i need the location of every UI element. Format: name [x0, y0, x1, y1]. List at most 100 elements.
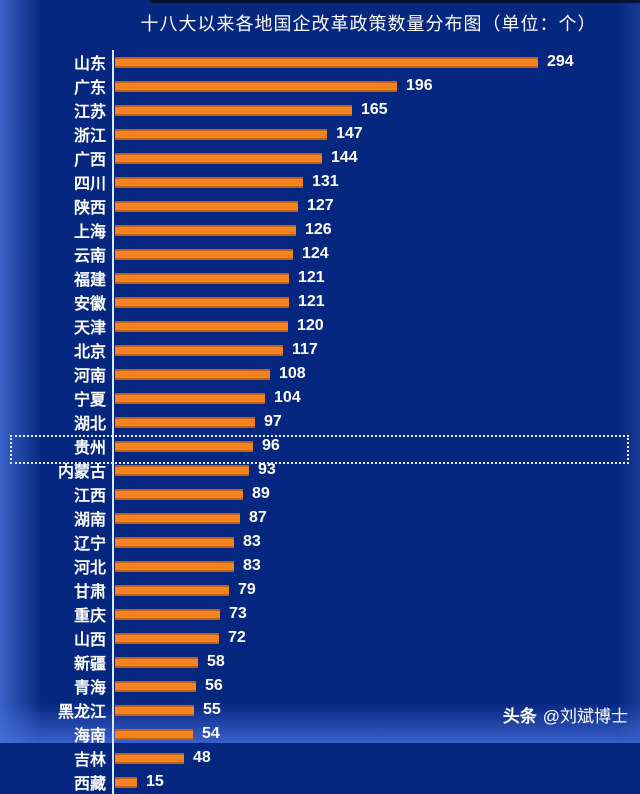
chart-row: 吉林 48	[0, 746, 640, 770]
bar	[115, 512, 240, 524]
value-label: 131	[312, 173, 339, 190]
bar	[115, 176, 303, 188]
category-label: 辽宁	[73, 536, 106, 553]
bar-track: 96	[112, 434, 640, 458]
category-label: 湖南	[73, 512, 106, 529]
chart-row: 湖南 87	[0, 506, 640, 530]
bar	[115, 248, 293, 260]
bar	[115, 632, 219, 644]
bar-track: 120	[112, 314, 640, 338]
watermark: 头条 @刘斌博士	[503, 702, 628, 727]
category-label: 云南	[73, 248, 106, 265]
bar-track: 56	[112, 674, 640, 698]
category-label: 湖北	[73, 416, 106, 433]
bar-track: 72	[112, 626, 640, 650]
chart-row: 宁夏 104	[0, 386, 640, 410]
category-label: 广西	[73, 152, 106, 169]
category-label: 河北	[73, 560, 106, 577]
bar-track: 87	[112, 506, 640, 530]
bar	[115, 704, 194, 716]
bar	[115, 584, 229, 596]
chart-row: 湖北 97	[0, 410, 640, 434]
chart-row: 四川 131	[0, 170, 640, 194]
bar	[115, 56, 538, 68]
bar	[115, 560, 234, 572]
category-label: 甘肃	[73, 584, 106, 601]
chart-row: 山西 72	[0, 626, 640, 650]
bar	[115, 608, 220, 620]
bar-track: 79	[112, 578, 640, 602]
chart-row: 海南 54	[0, 722, 640, 746]
bar	[115, 392, 265, 404]
bar-track: 131	[112, 170, 640, 194]
chart-row: 浙江 147	[0, 122, 640, 146]
bar-track: 55	[112, 698, 640, 722]
chart-row: 新疆 58	[0, 650, 640, 674]
bar	[115, 416, 255, 428]
category-label: 上海	[73, 224, 106, 241]
bar	[115, 488, 243, 500]
bar-track: 104	[112, 386, 640, 410]
chart-row: 广东 196	[0, 74, 640, 98]
bar	[115, 752, 184, 764]
value-label: 15	[146, 773, 164, 790]
bar	[115, 464, 249, 476]
category-label: 青海	[73, 680, 106, 697]
bar-track: 83	[112, 530, 640, 554]
bar-track: 127	[112, 194, 640, 218]
bar-track: 15	[112, 770, 640, 794]
watermark-brand: 头条	[502, 707, 537, 726]
bar	[115, 656, 198, 668]
category-label: 广东	[73, 80, 106, 97]
category-label: 新疆	[73, 656, 106, 673]
bar-track: 117	[112, 338, 640, 362]
bar	[115, 104, 352, 116]
chart-row: 辽宁 83	[0, 530, 640, 554]
value-label: 83	[243, 533, 261, 550]
value-label: 104	[274, 389, 301, 406]
bar-track: 89	[112, 482, 640, 506]
value-label: 144	[331, 149, 358, 166]
bar	[115, 296, 289, 308]
bar-track: 121	[112, 290, 640, 314]
watermark-handle: @刘斌博士	[542, 707, 628, 726]
bar	[115, 344, 283, 356]
chart-row: 西藏 15	[0, 770, 640, 794]
value-label: 121	[298, 293, 325, 310]
bar-track: 147	[112, 122, 640, 146]
category-label: 北京	[73, 344, 106, 361]
chart-row: 云南 124	[0, 242, 640, 266]
value-label: 147	[336, 125, 363, 142]
value-label: 89	[252, 485, 270, 502]
bar-track: 108	[112, 362, 640, 386]
value-label: 97	[264, 413, 282, 430]
chart-row: 黑龙江 55	[0, 698, 640, 722]
bar	[115, 776, 137, 788]
value-label: 96	[262, 437, 280, 454]
bar-track: 144	[112, 146, 640, 170]
value-label: 72	[228, 629, 246, 646]
bar-track: 48	[112, 746, 640, 770]
chart-row: 山东 294	[0, 50, 640, 74]
value-label: 73	[229, 605, 247, 622]
chart-row: 内蒙古 93	[0, 458, 640, 482]
category-label: 贵州	[73, 440, 106, 457]
bar	[115, 152, 322, 164]
chart-row: 北京 117	[0, 338, 640, 362]
category-label: 江西	[73, 488, 106, 505]
category-label: 宁夏	[73, 392, 106, 409]
value-label: 196	[406, 77, 433, 94]
chart-row: 广西 144	[0, 146, 640, 170]
bar-track: 165	[112, 98, 640, 122]
value-label: 126	[305, 221, 332, 238]
bar-track: 93	[112, 458, 640, 482]
chart-row: 甘肃 79	[0, 578, 640, 602]
chart-row: 重庆 73	[0, 602, 640, 626]
category-label: 山东	[73, 56, 106, 73]
value-label: 121	[298, 269, 325, 286]
value-label: 58	[207, 653, 225, 670]
bar	[115, 80, 397, 92]
category-label: 浙江	[73, 128, 106, 145]
bar-track: 58	[112, 650, 640, 674]
